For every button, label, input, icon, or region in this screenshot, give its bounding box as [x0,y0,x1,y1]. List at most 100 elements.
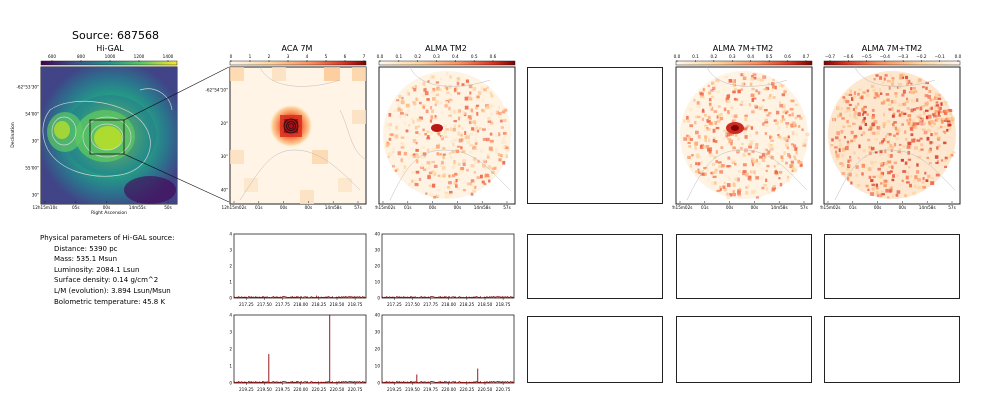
empty-map-panel [527,67,663,204]
x-tick-label: 218.00 [441,302,456,307]
tick-label: 00s [751,205,759,210]
x-tick-label: 218.00 [293,302,308,307]
y-tick-label: 20 [375,347,381,352]
tick-label: -62°54'10" [205,88,228,93]
y-tick-label: 2 [229,264,232,269]
tick-label: 57s [354,205,362,210]
tick-label: 5 [325,54,328,59]
tick-label: 0.0 [955,54,962,59]
x-tick-label: 219.50 [405,387,420,392]
tick-label: 0.4 [747,54,754,59]
higal-zoom-box [89,119,125,155]
spectrum-aca-row2: 0 1 2 3 4 219.25 219.50 219.75 220.00 220.25 220.5… [229,313,367,392]
higal-title: Hi-GAL [96,44,124,53]
x-tick-label: 218.50 [478,302,493,307]
param-tbol: Bolometric temperature: 45.8 K [54,297,166,306]
tick-label: 57s [503,205,511,210]
tick-label: 1000 [105,54,116,59]
x-tick-label: 219.25 [239,387,254,392]
tick-label: 1 [249,54,252,59]
tick-label: 00s [280,205,288,210]
tick-label: 40" [221,188,228,193]
x-tick-label: 220.75 [496,387,511,392]
tick-label: 57s [800,205,808,210]
empty-spectrum-panel [527,316,663,383]
tick-label: 0.7 [803,54,810,59]
tick-label: 7 [363,54,366,59]
tick-label: 12h15m02s [672,205,692,210]
almatm2-panel: 0.0 0.1 0.2 0.3 0.4 0.5 0.6 12h15m02s 01s 00s 00s… [375,54,516,210]
x-tick-label: 218.75 [496,302,511,307]
param-lm: L/M (evolution): 3.894 Lsun/Msun [54,286,171,295]
tick-label: 2 [268,54,271,59]
empty-spectrum-panel [676,234,812,299]
tick-label: 4 [306,54,309,59]
tick-label: 00s [305,205,313,210]
tick-label: −0.7 [825,54,836,59]
tick-label: 0 [230,54,233,59]
empty-spectrum-panel [676,316,812,383]
x-tick-label: 217.50 [257,302,272,307]
param-surface-density: Surface density: 0.14 g/cm^2 [54,276,159,285]
tick-label: 01s [255,205,263,210]
tick-label: −0.1 [935,54,946,59]
tick-label: 01s [404,205,412,210]
y-tick-label: 30 [375,248,381,253]
tick-label: 54'00" [25,112,39,117]
tick-label: 14m58s [325,205,342,210]
x-tick-label: 220.00 [441,387,456,392]
y-tick-label: 2 [229,347,232,352]
tick-label: 00s [874,205,882,210]
higal-panel: 600 800 1000 1200 1400 -62°53'30" 54'00" 30" 55… [10,54,230,216]
tick-label: 14m55s [129,205,146,210]
tick-label: 0.3 [433,54,440,59]
tick-label: 800 [77,54,85,59]
tick-label: 0.2 [414,54,421,59]
y-tick-label: 40 [375,232,381,237]
tick-label: 30" [32,139,39,144]
y-tick-label: 10 [375,364,381,369]
tick-label: 12h15m02s [375,205,395,210]
params-heading: Physical parameters of Hi-GAL source: [40,234,175,242]
tick-label: 14m58s [919,205,936,210]
tick-label: 0.2 [711,54,718,59]
aca7m-panel: 0 1 2 3 4 5 6 7 -62°54'10" 20" 30" 40" 12h15m02s 01… [205,54,367,210]
x-tick-label: 217.50 [405,302,420,307]
tick-label: 6 [344,54,347,59]
x-tick-label: 220.25 [460,387,475,392]
tick-label: 12h15m02s [820,205,840,210]
x-tick-label: 220.25 [312,387,327,392]
y-tick-label: 40 [375,313,381,318]
x-tick-label: 218.25 [460,302,475,307]
tick-label: 0.6 [490,54,497,59]
x-tick-label: 219.75 [423,387,438,392]
aca7m-title: ACA 7M [281,44,313,53]
y-tick-label: 1 [229,280,232,285]
y-tick-label: 0 [377,381,380,386]
source-title: Source: 687568 [72,29,159,42]
tick-label: 0.4 [452,54,459,59]
x-tick-label: 220.00 [293,387,308,392]
x-tick-label: 220.50 [330,387,345,392]
tick-label: 55'00" [25,166,39,171]
spectrum-aca-row1: 0 1 2 3 4 217.25 217.50 217.75 218.00 218.25 218.5… [229,232,367,307]
tick-label: 14m58s [474,205,491,210]
y-tick-label: 10 [375,280,381,285]
tick-label: −0.4 [880,54,891,59]
alma7mtm2-a-title: ALMA 7M+TM2 [712,44,774,53]
tick-label: −0.5 [861,54,872,59]
tick-label: 50s [164,205,172,210]
x-tick-label: 217.25 [387,302,402,307]
tick-label: 12h15m10s [33,205,58,210]
tick-label: 0.0 [674,54,681,59]
spectrum-line [233,295,366,299]
tick-label: -62°53'30" [16,85,39,90]
tick-label: 14m58s [771,205,788,210]
tick-label: 0.1 [692,54,699,59]
tick-label: 57s [948,205,956,210]
tick-label: 0.0 [377,54,384,59]
empty-spectrum-panel [824,234,960,299]
x-tick-label: 219.25 [387,387,402,392]
